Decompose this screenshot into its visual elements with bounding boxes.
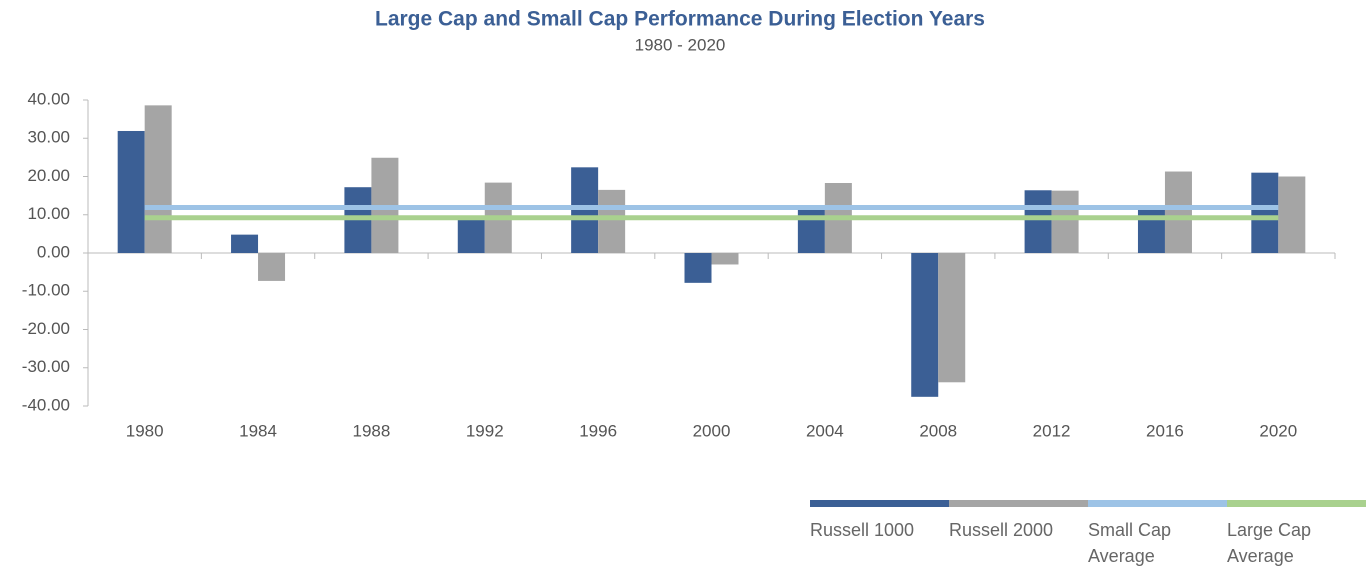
bar <box>938 253 966 383</box>
bar <box>571 167 599 253</box>
bar <box>258 253 286 281</box>
y-tick-label: 0.00 <box>37 242 70 261</box>
y-tick-label: -20.00 <box>22 319 70 338</box>
legend-swatch <box>949 500 1088 507</box>
bar <box>684 253 712 283</box>
legend-item: Russell 2000 <box>949 500 1088 543</box>
y-tick-label: -40.00 <box>22 395 70 414</box>
bar <box>144 105 172 253</box>
bar <box>1024 190 1052 253</box>
y-tick-label: 20.00 <box>27 166 70 185</box>
x-tick-label: 2008 <box>919 421 957 440</box>
x-tick-label: 1988 <box>352 421 390 440</box>
bar <box>231 234 259 253</box>
bar <box>117 130 145 253</box>
legend-swatch <box>1227 500 1366 507</box>
chart-subtitle: 1980 - 2020 <box>635 35 726 54</box>
bar <box>457 218 485 253</box>
legend-label: Russell 2000 <box>949 520 1054 540</box>
legend-label: Large Cap Average <box>1227 520 1312 566</box>
bar <box>1164 171 1192 253</box>
legend-label: Small Cap Average <box>1088 520 1172 566</box>
chart-title: Large Cap and Small Cap Performance Duri… <box>375 8 985 31</box>
x-tick-label: 2012 <box>1033 421 1071 440</box>
x-tick-label: 1992 <box>466 421 504 440</box>
bar <box>711 253 739 265</box>
bar <box>1278 176 1306 253</box>
y-tick-label: 40.00 <box>27 89 70 108</box>
legend-item: Russell 1000 <box>810 500 949 543</box>
legend-swatch <box>1088 500 1227 507</box>
x-tick-label: 1996 <box>579 421 617 440</box>
legend-swatch <box>810 500 949 507</box>
bar <box>1137 206 1165 253</box>
bar <box>911 253 939 397</box>
bar <box>598 189 626 253</box>
legend-item: Large Cap Average <box>1227 500 1366 569</box>
bar <box>1251 172 1279 253</box>
x-tick-label: 2004 <box>806 421 844 440</box>
x-tick-label: 2020 <box>1259 421 1297 440</box>
legend-item: Small Cap Average <box>1088 500 1227 569</box>
legend-label: Russell 1000 <box>810 520 915 540</box>
x-tick-label: 2000 <box>693 421 731 440</box>
x-tick-label: 1984 <box>239 421 277 440</box>
bar <box>1051 190 1079 253</box>
y-tick-label: -10.00 <box>22 281 70 300</box>
x-tick-label: 1980 <box>126 421 164 440</box>
x-tick-label: 2016 <box>1146 421 1184 440</box>
y-tick-label: 10.00 <box>27 204 70 223</box>
y-tick-label: -30.00 <box>22 357 70 376</box>
y-tick-label: 30.00 <box>27 128 70 147</box>
